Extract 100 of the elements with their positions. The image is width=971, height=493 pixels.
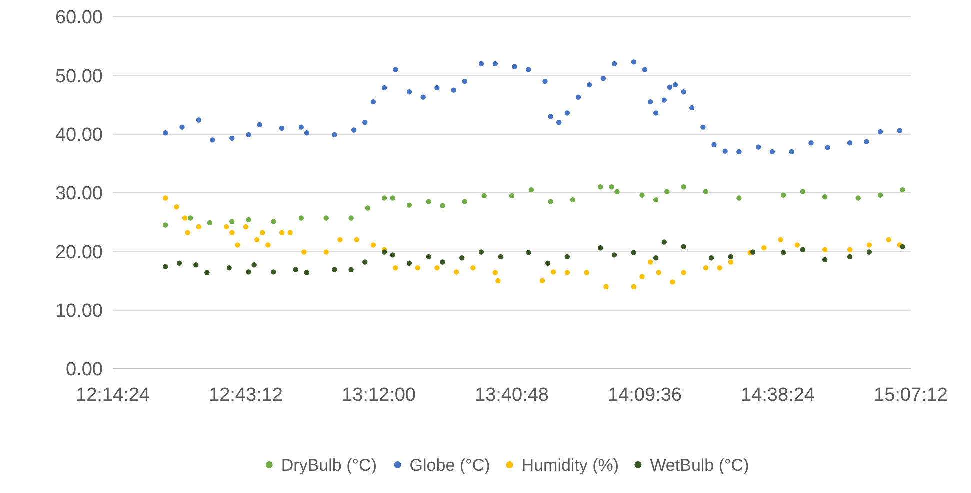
- point: [681, 270, 686, 276]
- point: [298, 124, 304, 130]
- point: [415, 266, 420, 271]
- point: [556, 120, 562, 126]
- point: [390, 252, 396, 258]
- point: [780, 250, 786, 256]
- point: [712, 142, 717, 148]
- point: [370, 242, 376, 248]
- point: [528, 187, 534, 193]
- point: [808, 140, 814, 146]
- point: [194, 262, 199, 268]
- point: [631, 250, 637, 256]
- point: [451, 88, 456, 93]
- point: [600, 76, 606, 82]
- point: [434, 85, 440, 91]
- point: [856, 196, 861, 201]
- point: [257, 122, 262, 128]
- point: [163, 196, 168, 201]
- x-tick-label: 14:38:24: [741, 385, 816, 406]
- point: [640, 192, 645, 198]
- legend-label: WetBulb (°C): [650, 456, 750, 475]
- point: [653, 256, 659, 261]
- legend-label: DryBulb (°C): [281, 456, 377, 475]
- point: [526, 250, 532, 256]
- point: [690, 105, 695, 111]
- point: [460, 256, 465, 261]
- point: [550, 270, 556, 275]
- y-tick-label: 40.00: [55, 124, 103, 146]
- point: [462, 199, 468, 204]
- point: [462, 78, 468, 84]
- point: [681, 90, 686, 95]
- point: [681, 244, 686, 250]
- point: [185, 230, 190, 236]
- point: [586, 82, 592, 88]
- point: [736, 196, 742, 201]
- point: [478, 250, 484, 255]
- point: [288, 230, 293, 236]
- point: [703, 189, 709, 194]
- point: [492, 61, 498, 67]
- point: [279, 126, 285, 132]
- point: [304, 270, 310, 276]
- point: [822, 257, 828, 262]
- point: [822, 194, 828, 200]
- point: [664, 189, 670, 194]
- point: [847, 140, 853, 146]
- point: [440, 203, 446, 208]
- point: [252, 262, 257, 268]
- point: [662, 98, 667, 103]
- point: [207, 220, 213, 226]
- point: [304, 130, 310, 136]
- point: [604, 284, 609, 290]
- y-tick-label: 0.00: [66, 360, 103, 381]
- point: [631, 60, 637, 65]
- point: [406, 90, 412, 95]
- point: [302, 250, 307, 255]
- point: [196, 118, 202, 123]
- point: [512, 64, 518, 70]
- point: [612, 252, 618, 258]
- point: [224, 224, 230, 230]
- y-tick-label: 10.00: [55, 300, 103, 322]
- point: [822, 247, 828, 252]
- point: [722, 148, 728, 154]
- point: [176, 260, 182, 266]
- point: [293, 267, 298, 272]
- point: [482, 193, 487, 199]
- x-tick-label: 13:12:00: [342, 385, 416, 406]
- point: [670, 280, 676, 285]
- point: [756, 144, 762, 150]
- point: [847, 254, 853, 260]
- point: [406, 202, 412, 208]
- point: [426, 199, 432, 204]
- point: [570, 197, 576, 203]
- y-tick-label: 30.00: [55, 184, 103, 205]
- point: [545, 260, 551, 266]
- point: [614, 189, 620, 194]
- point: [243, 224, 249, 230]
- point: [332, 267, 338, 272]
- point: [789, 149, 794, 155]
- point: [496, 278, 501, 284]
- point: [866, 242, 872, 248]
- point: [526, 67, 532, 72]
- point: [667, 84, 673, 90]
- point: [454, 270, 460, 275]
- point: [886, 237, 892, 243]
- point: [598, 246, 604, 251]
- point: [163, 264, 168, 270]
- point: [825, 145, 830, 150]
- point: [230, 136, 235, 142]
- point: [365, 206, 371, 211]
- point: [703, 266, 709, 271]
- point: [540, 278, 546, 284]
- point: [653, 110, 659, 116]
- x-tick-label: 14:09:36: [608, 385, 682, 406]
- point: [348, 267, 354, 272]
- point: [700, 124, 706, 130]
- point: [648, 260, 654, 265]
- point: [770, 149, 776, 155]
- point: [498, 254, 504, 260]
- point: [564, 254, 570, 260]
- point: [900, 187, 906, 193]
